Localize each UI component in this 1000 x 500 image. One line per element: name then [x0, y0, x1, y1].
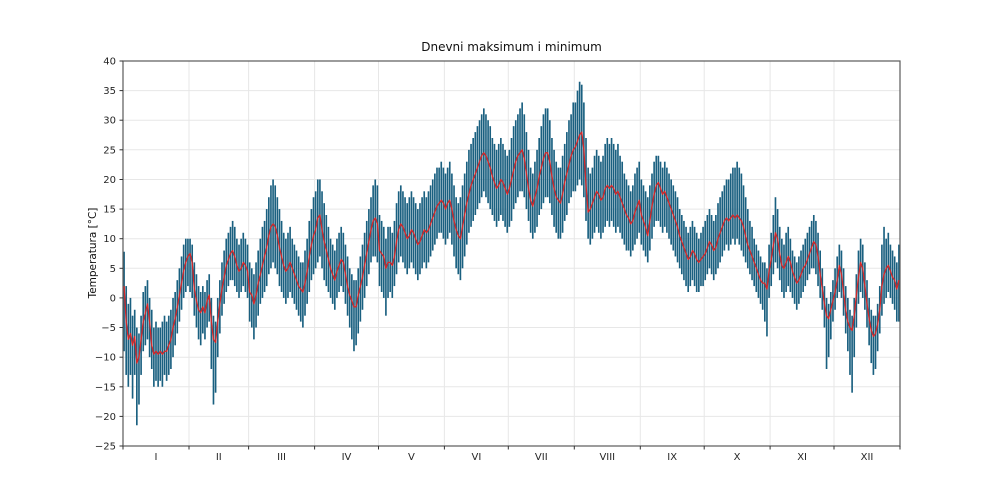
x-tick-label: XI: [797, 452, 807, 463]
y-tick-label: 15: [103, 205, 116, 216]
y-tick-label: −10: [95, 353, 116, 364]
y-tick-label: 10: [103, 234, 116, 245]
x-tick-label: V: [408, 452, 415, 463]
plot-border: [122, 60, 901, 447]
mean-temperature-line: [123, 131, 900, 364]
x-tick-label: X: [734, 452, 741, 463]
x-tick-label: II: [216, 452, 222, 463]
x-tick-label: IV: [342, 452, 352, 463]
x-tick-label: I: [155, 452, 158, 463]
y-tick-label: 35: [103, 86, 116, 97]
x-tick-label: IX: [667, 452, 677, 463]
chart-title: Dnevni maksimum i minimum: [421, 40, 602, 54]
y-tick-label: 0: [110, 293, 116, 304]
y-tick-label: −20: [95, 412, 116, 423]
y-tick-label: 25: [103, 145, 116, 156]
x-tick-label: VII: [535, 452, 548, 463]
y-tick-label: −5: [101, 323, 116, 334]
x-tick-label: III: [277, 452, 286, 463]
y-tick-label: −25: [95, 442, 116, 453]
x-tick-label: VI: [472, 452, 482, 463]
y-tick-label: 30: [103, 116, 116, 127]
min-max-range-bars: [123, 81, 900, 426]
y-tick-label: 20: [103, 175, 116, 186]
tick-marks: [119, 60, 901, 450]
x-tick-label: VIII: [599, 452, 615, 463]
y-tick-label: −15: [95, 382, 116, 393]
x-tick-label: XII: [861, 452, 874, 463]
y-tick-label: 40: [103, 57, 116, 68]
y-tick-label: 5: [110, 264, 116, 275]
